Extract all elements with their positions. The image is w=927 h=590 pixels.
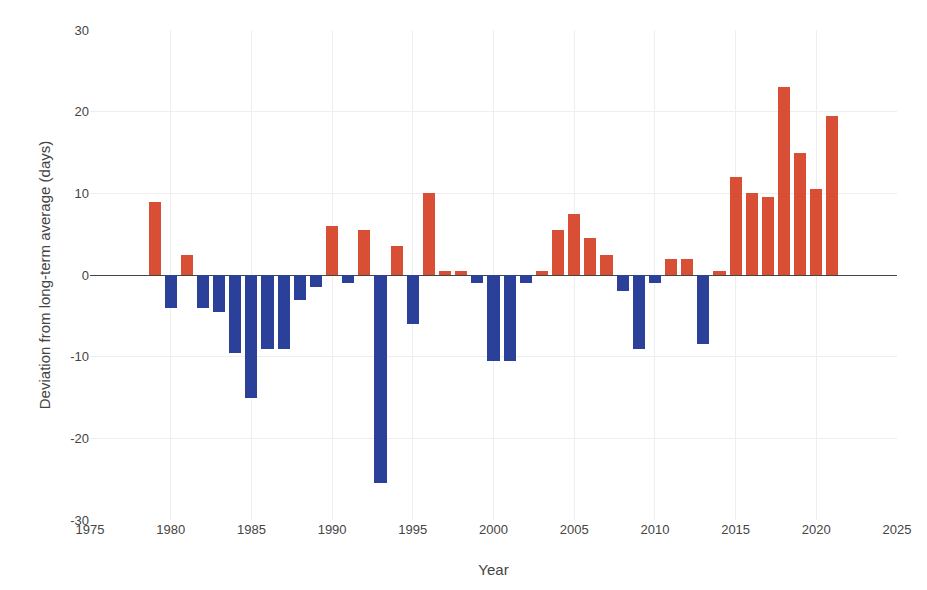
- svg-text:Deviation from long-term avera: Deviation from long-term average (days): [36, 141, 53, 409]
- svg-text:1980: 1980: [156, 522, 185, 537]
- svg-text:1990: 1990: [318, 522, 347, 537]
- svg-text:2015: 2015: [721, 522, 750, 537]
- svg-text:2005: 2005: [560, 522, 589, 537]
- svg-text:2010: 2010: [640, 522, 669, 537]
- svg-text:10: 10: [75, 186, 89, 201]
- svg-text:-10: -10: [70, 349, 89, 364]
- svg-text:2000: 2000: [479, 522, 508, 537]
- svg-text:1985: 1985: [237, 522, 266, 537]
- svg-text:1975: 1975: [76, 522, 105, 537]
- svg-text:0: 0: [82, 268, 89, 283]
- svg-text:20: 20: [75, 104, 89, 119]
- svg-text:-20: -20: [70, 431, 89, 446]
- svg-text:2025: 2025: [883, 522, 912, 537]
- svg-text:2020: 2020: [802, 522, 831, 537]
- svg-text:30: 30: [75, 23, 89, 38]
- svg-text:1995: 1995: [398, 522, 427, 537]
- svg-text:-30: -30: [70, 513, 89, 528]
- svg-text:Year: Year: [478, 561, 508, 578]
